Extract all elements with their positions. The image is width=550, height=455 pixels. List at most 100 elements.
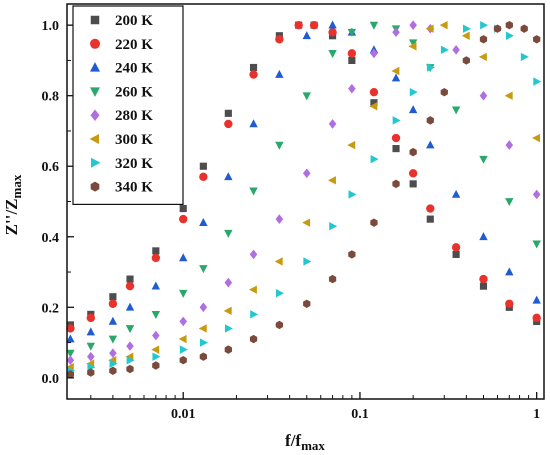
legend-label: 200 K — [115, 13, 153, 29]
data-point — [199, 302, 208, 313]
data-point — [348, 250, 356, 259]
data-point — [126, 356, 135, 365]
legend-label: 280 K — [115, 108, 153, 124]
legend-item: 220 K — [90, 37, 153, 53]
data-point — [249, 187, 258, 196]
y-axis-label: Z''/Zmax — [2, 174, 24, 235]
data-point — [224, 324, 233, 333]
y-tick-label: 0.0 — [42, 372, 60, 387]
data-point — [479, 35, 488, 44]
data-point — [66, 370, 75, 379]
data-point — [199, 218, 208, 227]
data-point — [152, 352, 161, 361]
legend-item: 260 K — [90, 84, 153, 100]
series-220-k — [66, 20, 541, 333]
data-point — [347, 140, 356, 150]
data-point — [505, 20, 513, 30]
data-point — [370, 99, 378, 107]
data-point — [426, 204, 435, 213]
data-point — [479, 274, 488, 284]
data-point — [303, 257, 312, 266]
data-point — [392, 145, 400, 153]
data-point — [275, 69, 284, 78]
data-point — [392, 116, 401, 125]
x-tick-label: 0.01 — [171, 407, 196, 422]
data-point — [66, 324, 75, 333]
data-point — [198, 324, 207, 333]
data-point — [391, 66, 400, 76]
data-point — [479, 155, 488, 164]
legend-item: 200 K — [90, 13, 153, 29]
data-point — [224, 229, 233, 238]
data-point — [426, 140, 435, 149]
data-point — [409, 20, 417, 30]
data-point — [328, 28, 337, 37]
legend-box — [72, 5, 184, 205]
data-marks — [65, 20, 542, 379]
data-point — [408, 169, 418, 178]
data-point — [532, 189, 541, 200]
data-point — [370, 218, 378, 227]
x-axis-label: f/fmax — [285, 431, 325, 453]
data-point — [462, 56, 470, 65]
data-point — [66, 334, 75, 343]
y-tick-label: 0.2 — [42, 301, 60, 316]
data-point — [409, 180, 417, 188]
data-point — [249, 119, 258, 128]
data-point — [452, 45, 460, 55]
data-point — [347, 28, 357, 37]
data-point — [199, 352, 207, 361]
legend-label: 340 K — [115, 180, 153, 196]
data-point — [109, 293, 117, 301]
data-point — [126, 341, 134, 351]
data-point — [392, 179, 400, 189]
data-point — [274, 257, 283, 266]
legend-marker — [90, 87, 100, 97]
data-point — [224, 345, 232, 354]
legend-marker — [89, 134, 99, 144]
data-point — [109, 366, 117, 375]
data-point — [151, 345, 160, 354]
data-point — [533, 77, 542, 86]
data-point — [504, 91, 513, 100]
data-point — [179, 345, 188, 354]
data-point — [440, 45, 449, 55]
data-point — [199, 265, 208, 274]
data-point — [370, 48, 378, 59]
data-point — [478, 52, 487, 62]
data-point — [425, 24, 434, 33]
legend-item: 320 K — [91, 156, 153, 172]
data-point — [328, 20, 337, 29]
data-point — [302, 31, 311, 40]
data-point — [224, 109, 232, 117]
legend-marker — [90, 38, 100, 49]
data-point — [520, 52, 529, 62]
data-point — [426, 215, 434, 223]
data-point — [199, 338, 208, 347]
data-point — [66, 355, 75, 366]
data-point — [451, 106, 461, 115]
data-point — [392, 27, 400, 38]
x-tick-label: 1 — [533, 407, 540, 422]
data-point — [294, 20, 303, 30]
data-point — [408, 105, 418, 114]
legend-marker — [90, 15, 100, 25]
data-point — [86, 313, 96, 323]
data-point — [532, 133, 541, 143]
data-point — [348, 83, 356, 94]
data-point — [408, 39, 418, 48]
data-point — [275, 320, 284, 330]
data-point — [179, 204, 187, 213]
y-tick-label: 0.8 — [42, 90, 60, 105]
data-point — [109, 359, 118, 368]
data-point — [462, 24, 471, 33]
y-tick-label: 0.6 — [42, 160, 60, 175]
data-point — [520, 24, 528, 33]
series-280-k — [66, 20, 541, 366]
data-point — [369, 102, 378, 111]
data-point — [533, 35, 541, 44]
legend-item: 300 K — [89, 132, 153, 148]
data-point — [532, 313, 541, 323]
data-point — [328, 50, 337, 58]
